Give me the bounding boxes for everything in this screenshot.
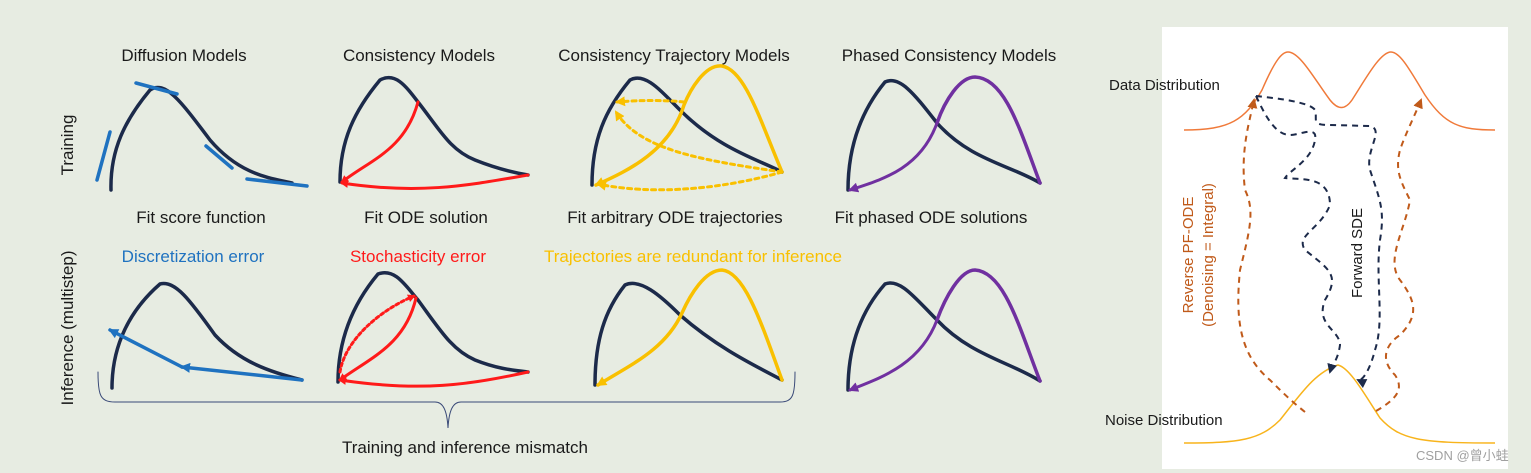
mismatch-brace (97, 371, 796, 429)
issue-consistency: Stochasticity error (350, 247, 486, 266)
panel-diffusion-inference (108, 281, 304, 390)
caption-diffusion: Fit score function (136, 208, 265, 227)
reverse-ode-path-2 (1375, 98, 1423, 412)
reverse-ode-path (1237, 98, 1306, 413)
watermark: CSDN @曾小蛙 (1416, 448, 1509, 463)
brace-label: Training and inference mismatch (342, 438, 588, 457)
forward-sde-path-2 (1255, 95, 1342, 374)
forward-sde-path (1255, 95, 1383, 389)
title-pcm: Phased Consistency Models (842, 46, 1057, 65)
sde-ode-panel (1162, 27, 1508, 469)
noise-distribution-label: Noise Distribution (1105, 412, 1223, 429)
row-label-training: Training (58, 115, 77, 176)
panel-consistency-training (338, 75, 530, 190)
row-label-inference: Inference (multistep) (58, 251, 77, 406)
reverse-pf-ode-label: Reverse PF-ODE (1180, 197, 1197, 314)
issue-ctm: Trajectories are redundant for inference (544, 247, 842, 266)
caption-pcm: Fit phased ODE solutions (835, 208, 1028, 227)
panel-ctm-inference (593, 268, 784, 387)
data-distribution-curve (1183, 51, 1496, 131)
caption-consistency: Fit ODE solution (364, 208, 488, 227)
title-ctm: Consistency Trajectory Models (558, 46, 789, 65)
panel-pcm-inference (846, 268, 1042, 392)
issue-diffusion: Discretization error (122, 247, 265, 266)
panel-diffusion-training (95, 81, 309, 192)
data-distribution-label: Data Distribution (1109, 77, 1220, 94)
panel-ctm-training (590, 64, 784, 192)
forward-sde-label: Forward SDE (1349, 208, 1366, 298)
caption-ctm: Fit arbitrary ODE trajectories (567, 208, 782, 227)
title-consistency: Consistency Models (343, 46, 495, 65)
noise-distribution-curve (1183, 364, 1496, 444)
title-diffusion: Diffusion Models (121, 46, 246, 65)
panel-consistency-inference (336, 271, 530, 388)
panel-pcm-training (846, 75, 1042, 193)
reverse-pf-ode-sublabel: (Denoising = Integral) (1200, 183, 1217, 327)
